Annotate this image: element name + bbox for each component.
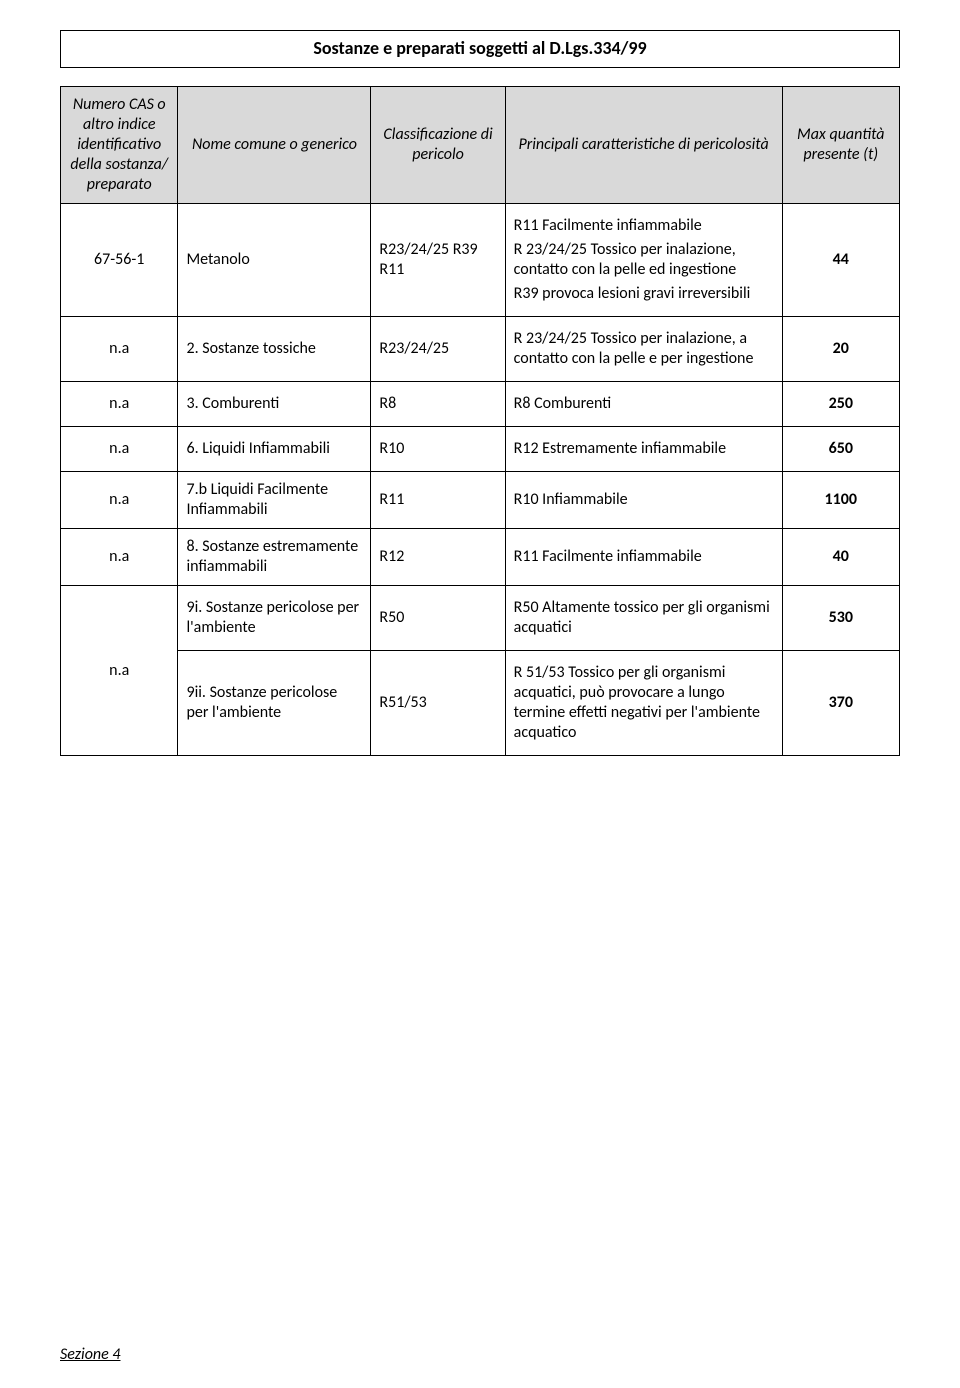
cell-classification: R11 <box>371 472 505 529</box>
table-header-row: Numero CAS o altro indice identificativo… <box>61 87 900 204</box>
cell-name: 3. Comburenti <box>178 382 371 427</box>
cell-description: R 23/24/25 Tossico per inalazione, a con… <box>505 317 782 382</box>
description-line: R39 provoca lesioni gravi irreversibili <box>514 284 774 304</box>
cell-classification: R23/24/25 <box>371 317 505 382</box>
description-line: R10 Infiammabile <box>514 490 774 510</box>
cell-description: R11 Facilmente infiammabile <box>505 529 782 586</box>
cell-description: R12 Estremamente infiammabile <box>505 427 782 472</box>
cell-description: R8 Comburenti <box>505 382 782 427</box>
cell-quantity: 40 <box>782 529 899 586</box>
table-row: n.a2. Sostanze tossicheR23/24/25R 23/24/… <box>61 317 900 382</box>
cell-name: Metanolo <box>178 204 371 317</box>
description-line: R11 Facilmente infiammabile <box>514 547 774 567</box>
description-line: R50 Altamente tossico per gli organismi … <box>514 598 774 638</box>
cell-description: R 51/53 Tossico per gli organismi acquat… <box>505 651 782 756</box>
table-row: n.a9i. Sostanze pericolose per l'ambient… <box>61 586 900 651</box>
cell-id: n.a <box>61 382 178 427</box>
cell-description: R11 Facilmente infiammabile R 23/24/25 To… <box>505 204 782 317</box>
table-row: n.a6. Liquidi InfiammabiliR10 R12 Estrema… <box>61 427 900 472</box>
cell-name: 9i. Sostanze pericolose per l'ambiente <box>178 586 371 651</box>
description-line: R 51/53 Tossico per gli organismi acquat… <box>514 663 774 743</box>
col-header-name: Nome comune o generico <box>178 87 371 204</box>
section-footer: Sezione 4 <box>60 1345 121 1364</box>
col-header-qty: Max quantità presente (t) <box>782 87 899 204</box>
cell-classification: R50 <box>371 586 505 651</box>
cell-description: R50 Altamente tossico per gli organismi … <box>505 586 782 651</box>
table-row: n.a8. Sostanze estremamente infiammabili… <box>61 529 900 586</box>
description-line: R8 Comburenti <box>514 394 774 414</box>
table-row: 67-56-1MetanoloR23/24/25 R39 R11R11 Faci… <box>61 204 900 317</box>
table-row: n.a7.b Liquidi Facilmente InfiammabiliR1… <box>61 472 900 529</box>
cell-name: 7.b Liquidi Facilmente Infiammabili <box>178 472 371 529</box>
description-line: R11 Facilmente infiammabile <box>514 216 774 236</box>
description-line: R 23/24/25 Tossico per inalazione, a con… <box>514 329 774 369</box>
cell-classification: R23/24/25 R39 R11 <box>371 204 505 317</box>
col-header-id: Numero CAS o altro indice identificativo… <box>61 87 178 204</box>
cell-id: n.a <box>61 586 178 756</box>
cell-classification: R12 <box>371 529 505 586</box>
cell-classification: R10 <box>371 427 505 472</box>
cell-classification: R8 <box>371 382 505 427</box>
cell-name: 6. Liquidi Infiammabili <box>178 427 371 472</box>
description-line: R 23/24/25 Tossico per inalazione, conta… <box>514 240 774 280</box>
cell-id: n.a <box>61 317 178 382</box>
cell-id: n.a <box>61 529 178 586</box>
cell-classification: R51/53 <box>371 651 505 756</box>
cell-quantity: 44 <box>782 204 899 317</box>
cell-quantity: 1100 <box>782 472 899 529</box>
cell-quantity: 650 <box>782 427 899 472</box>
col-header-class: Classificazione di pericolo <box>371 87 505 204</box>
page-title-box: Sostanze e preparati soggetti al D.Lgs.3… <box>60 30 900 68</box>
col-header-desc: Principali caratteristiche di pericolosi… <box>505 87 782 204</box>
cell-name: 8. Sostanze estremamente infiammabili <box>178 529 371 586</box>
cell-quantity: 530 <box>782 586 899 651</box>
page-title: Sostanze e preparati soggetti al D.Lgs.3… <box>313 37 646 59</box>
cell-name: 2. Sostanze tossiche <box>178 317 371 382</box>
table-row: n.a3. ComburentiR8 R8 Comburenti 250 <box>61 382 900 427</box>
cell-quantity: 370 <box>782 651 899 756</box>
substances-table: Numero CAS o altro indice identificativo… <box>60 86 900 756</box>
table-body: 67-56-1MetanoloR23/24/25 R39 R11R11 Faci… <box>61 204 900 756</box>
cell-id: n.a <box>61 472 178 529</box>
description-line: R12 Estremamente infiammabile <box>514 439 774 459</box>
cell-id: 67-56-1 <box>61 204 178 317</box>
cell-quantity: 20 <box>782 317 899 382</box>
cell-description: R10 Infiammabile <box>505 472 782 529</box>
cell-name: 9ii. Sostanze pericolose per l'ambiente <box>178 651 371 756</box>
cell-id: n.a <box>61 427 178 472</box>
table-row: 9ii. Sostanze pericolose per l'ambienteR… <box>61 651 900 756</box>
cell-quantity: 250 <box>782 382 899 427</box>
